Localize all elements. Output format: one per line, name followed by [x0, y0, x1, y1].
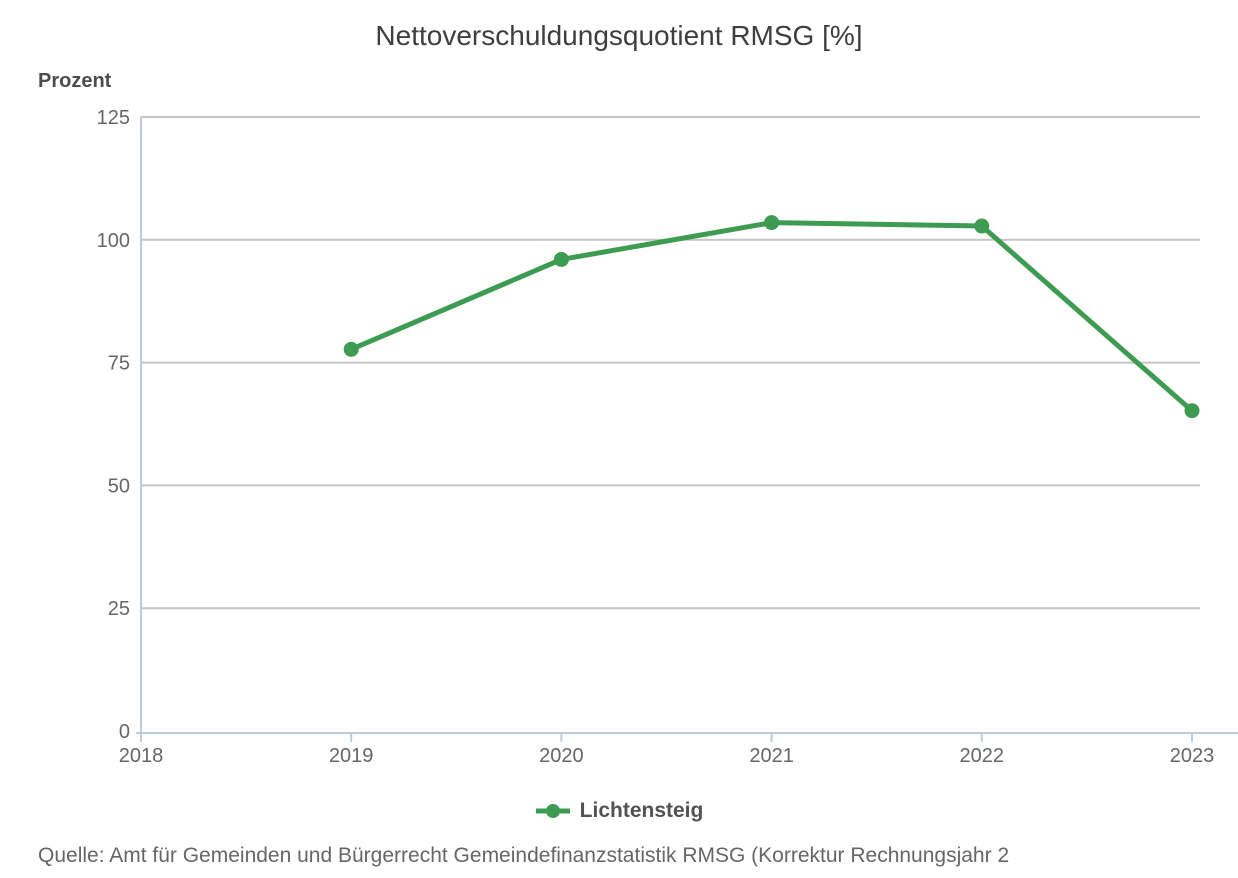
data-point-2021[interactable] [764, 215, 780, 231]
data-point-2023[interactable] [1184, 403, 1200, 419]
x-tick-label-2022: 2022 [960, 745, 1005, 767]
x-tick-label-2023: 2023 [1170, 745, 1215, 767]
source-caption: Quelle: Amt für Gemeinden und Bürgerrech… [38, 844, 1010, 867]
series-line-lichtensteig [348, 220, 1195, 414]
legend-line-marker-icon [535, 804, 570, 818]
data-point-2020[interactable] [553, 251, 569, 267]
legend-item-lichtensteig[interactable]: Lichtensteig [0, 799, 1238, 823]
y-tick-label-25: 25 [108, 598, 130, 620]
y-tick-label-50: 50 [108, 475, 130, 497]
y-tick-label-0: 0 [119, 721, 130, 743]
chart-title: Nettoverschuldungsquotient RMSG [%] [375, 20, 863, 51]
y-tick-label-75: 75 [108, 353, 130, 375]
y-tick-label-125: 125 [97, 107, 130, 129]
x-tick-label-2018: 2018 [119, 745, 164, 767]
legend-label: Lichtensteig [579, 799, 704, 822]
x-tick-label-2019: 2019 [329, 745, 374, 767]
y-tick-label-100: 100 [97, 230, 130, 252]
y-axis-title: Prozent [38, 70, 112, 92]
data-point-2022[interactable] [974, 218, 990, 234]
data-point-2019[interactable] [343, 341, 359, 357]
x-tick-label-2020: 2020 [539, 745, 584, 767]
x-tick-label-2021: 2021 [749, 745, 794, 767]
